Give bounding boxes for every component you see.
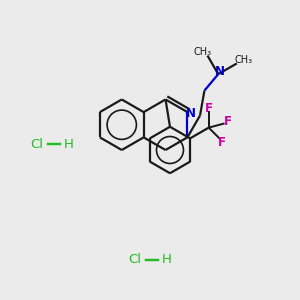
Text: Cl: Cl — [31, 138, 44, 151]
Text: F: F — [205, 102, 213, 115]
Text: CH₃: CH₃ — [193, 47, 211, 57]
Text: F: F — [218, 136, 226, 149]
Text: CH₃: CH₃ — [234, 55, 252, 65]
Text: N: N — [186, 107, 196, 120]
Text: Cl: Cl — [129, 254, 142, 266]
Text: F: F — [224, 116, 232, 128]
Text: H: H — [63, 138, 73, 151]
Text: N: N — [215, 65, 225, 78]
Text: H: H — [161, 254, 171, 266]
